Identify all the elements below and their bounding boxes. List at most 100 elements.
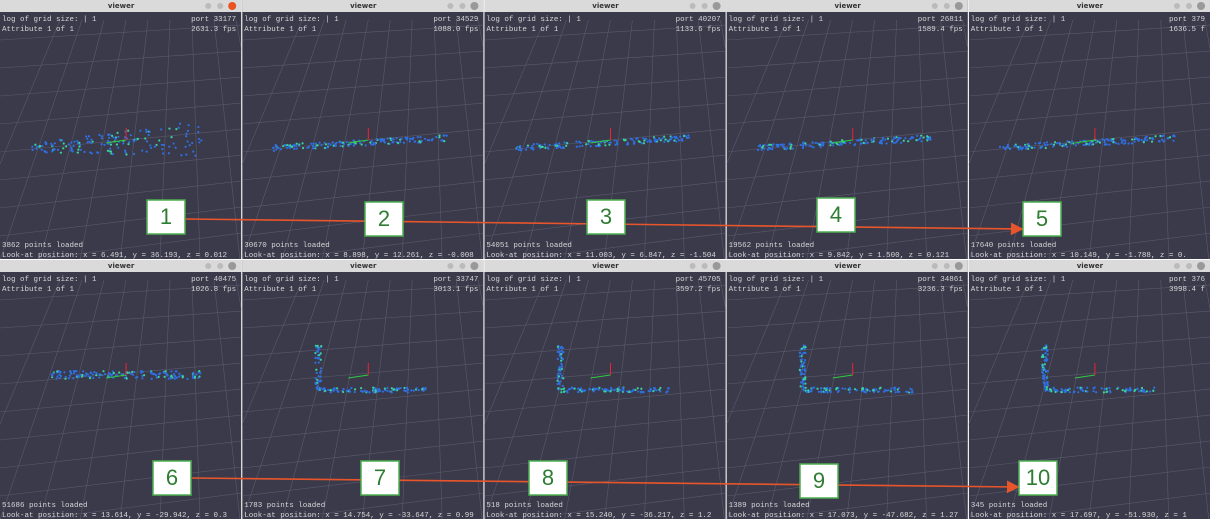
point: [801, 369, 803, 371]
point: [890, 390, 892, 392]
point: [884, 138, 886, 140]
point: [862, 390, 864, 392]
point: [127, 143, 129, 145]
maximize-button[interactable]: [702, 3, 708, 9]
maximize-button[interactable]: [1186, 3, 1192, 9]
maximize-button[interactable]: [702, 263, 708, 269]
point: [1124, 142, 1126, 144]
point: [1104, 139, 1106, 141]
point: [661, 137, 663, 139]
close-button[interactable]: [470, 262, 478, 270]
point: [544, 147, 546, 149]
point: [320, 387, 322, 389]
point: [894, 137, 896, 139]
close-button[interactable]: [713, 262, 721, 270]
close-button[interactable]: [228, 2, 236, 10]
maximize-button[interactable]: [217, 3, 223, 9]
attribute: Attribute 1 of 1: [729, 26, 802, 34]
close-button[interactable]: [1197, 262, 1205, 270]
point: [663, 141, 665, 143]
close-button[interactable]: [955, 2, 963, 10]
point: [547, 148, 549, 150]
point: [829, 387, 831, 389]
point: [800, 144, 802, 146]
point: [314, 352, 316, 354]
point: [275, 144, 277, 146]
close-button[interactable]: [713, 2, 721, 10]
window-title: viewer: [835, 2, 862, 10]
minimize-button[interactable]: [447, 263, 453, 269]
minimize-button[interactable]: [690, 3, 696, 9]
point: [641, 142, 643, 144]
point: [76, 140, 78, 142]
point: [832, 144, 834, 146]
point: [560, 391, 562, 393]
viewport: [969, 0, 1211, 260]
point: [1050, 390, 1052, 392]
point: [111, 135, 113, 137]
grid-size: log of grid size: | 1: [971, 16, 1066, 24]
close-button[interactable]: [1197, 2, 1205, 10]
maximize-button[interactable]: [944, 3, 950, 9]
points-loaded: 19562 points loaded: [729, 242, 815, 250]
point: [805, 144, 807, 146]
maximize-button[interactable]: [217, 263, 223, 269]
point: [315, 377, 317, 379]
maximize-button[interactable]: [1186, 263, 1192, 269]
close-button[interactable]: [470, 2, 478, 10]
minimize-button[interactable]: [690, 263, 696, 269]
point: [1124, 139, 1126, 141]
point: [824, 391, 826, 393]
point: [1174, 135, 1176, 137]
point: [636, 137, 638, 139]
point: [884, 390, 886, 392]
point: [163, 144, 165, 146]
point: [801, 348, 803, 350]
point: [91, 152, 93, 154]
point: [1045, 357, 1047, 359]
point: [631, 138, 633, 140]
minimize-button[interactable]: [205, 3, 211, 9]
minimize-button[interactable]: [1174, 263, 1180, 269]
point: [625, 139, 627, 141]
point: [387, 143, 389, 145]
maximize-button[interactable]: [944, 263, 950, 269]
point: [101, 374, 103, 376]
point: [804, 359, 806, 361]
point: [185, 133, 187, 135]
minimize-button[interactable]: [447, 3, 453, 9]
point: [272, 147, 274, 149]
maximize-button[interactable]: [459, 3, 465, 9]
port: port 379: [1169, 16, 1205, 24]
point: [800, 366, 802, 368]
minimize-button[interactable]: [1174, 3, 1180, 9]
point: [663, 136, 665, 138]
point: [611, 388, 613, 390]
maximize-button[interactable]: [459, 263, 465, 269]
points-loaded: 518 points loaded: [486, 502, 563, 510]
point: [174, 378, 176, 380]
window-title: viewer: [350, 262, 377, 270]
point: [604, 390, 606, 392]
close-button[interactable]: [228, 262, 236, 270]
point: [869, 390, 871, 392]
point: [293, 144, 295, 146]
point: [1043, 381, 1045, 383]
point: [1046, 144, 1048, 146]
minimize-button[interactable]: [932, 3, 938, 9]
point: [557, 372, 559, 374]
point: [1006, 145, 1008, 147]
point: [393, 388, 395, 390]
point: [826, 388, 828, 390]
close-button[interactable]: [955, 262, 963, 270]
minimize-button[interactable]: [205, 263, 211, 269]
point: [315, 369, 317, 371]
point: [1042, 364, 1044, 366]
minimize-button[interactable]: [932, 263, 938, 269]
point: [768, 147, 770, 149]
point: [320, 375, 322, 377]
point: [362, 391, 364, 393]
grid-size: log of grid size: | 1: [729, 276, 824, 284]
point: [1087, 143, 1089, 145]
look-at-position: Look-at position: x = 17.073, y = -47.68…: [729, 512, 959, 520]
